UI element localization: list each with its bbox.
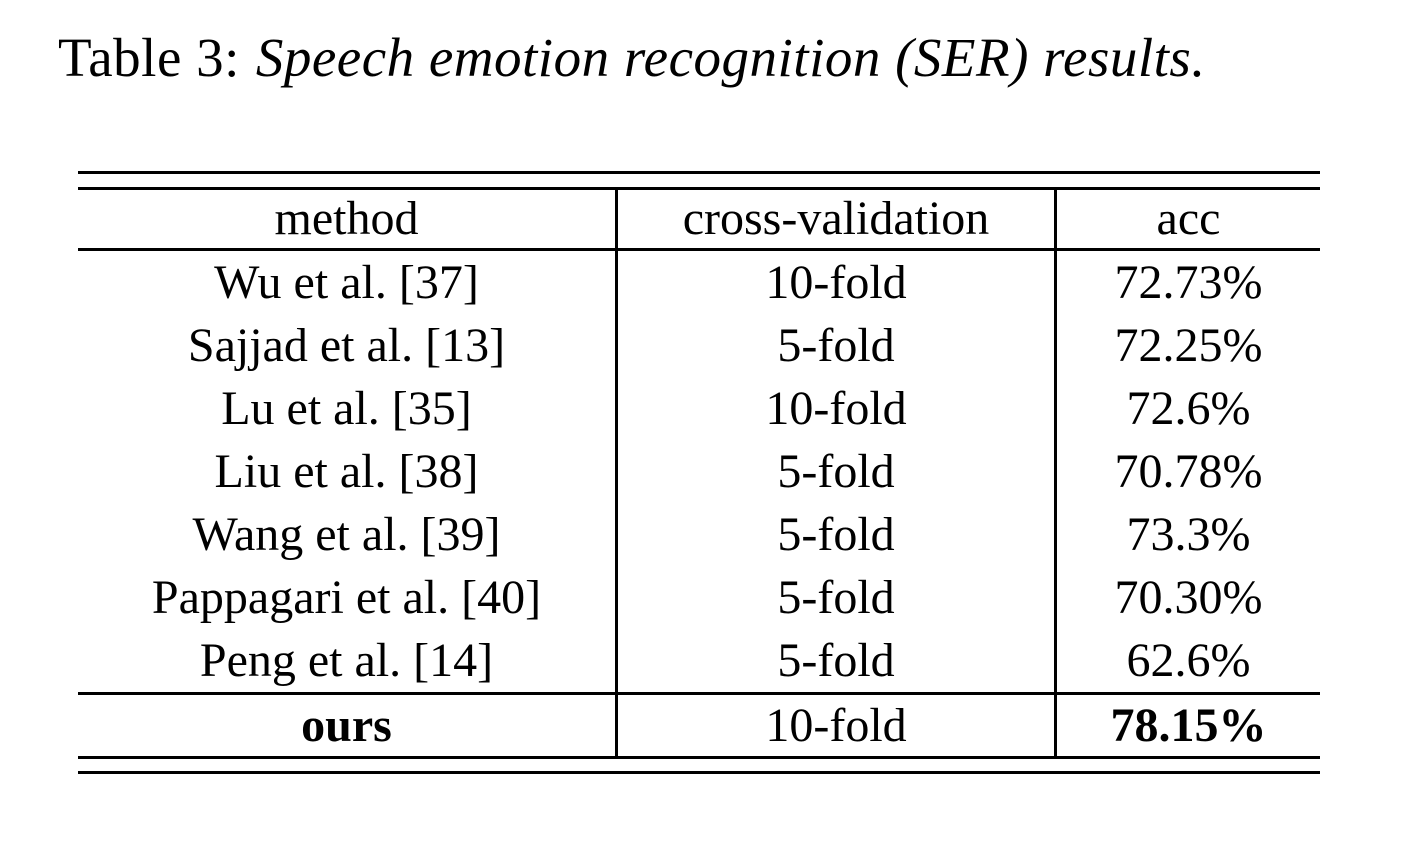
table-row: Sajjad et al. [13] 5-fold 72.25% — [78, 314, 1320, 377]
cv-cell-ours: 10-fold — [615, 695, 1054, 756]
acc-cell: 72.73% — [1054, 251, 1320, 314]
caption-text: Speech emotion recognition (SER) results… — [255, 27, 1206, 88]
cv-cell: 5-fold — [615, 314, 1054, 377]
table-row: Peng et al. [14] 5-fold 62.6% — [78, 629, 1320, 692]
top-rule-outer — [78, 171, 1320, 174]
results-table: method cross-validation acc Wu et al. [3… — [78, 171, 1320, 774]
acc-cell: 62.6% — [1054, 629, 1320, 692]
cv-cell: 5-fold — [615, 503, 1054, 566]
method-cell: Wu et al. [37] — [214, 255, 479, 309]
acc-cell-ours: 78.15% — [1054, 695, 1320, 756]
ours-row: ours 10-fold 78.15% — [78, 692, 1320, 756]
method-cell: Pappagari et al. [40] — [151, 570, 542, 624]
cv-cell: 5-fold — [615, 629, 1054, 692]
cv-cell: 5-fold — [615, 566, 1054, 629]
table-row: Wu et al. [37] 10-fold 72.73% — [78, 251, 1320, 314]
cv-cell: 10-fold — [615, 377, 1054, 440]
bottom-rule-gap — [78, 759, 1320, 771]
cv-cell: 5-fold — [615, 440, 1054, 503]
table-row: Pappagari et al. [40] 5-fold 70.30% — [78, 566, 1320, 629]
acc-cell: 70.78% — [1054, 440, 1320, 503]
caption-label: Table 3: — [58, 27, 240, 88]
header-row: method cross-validation acc — [78, 190, 1320, 251]
method-cell: Wang et al. [39] — [192, 507, 501, 561]
bottom-rule-outer — [78, 771, 1320, 774]
header-method: method — [274, 192, 419, 245]
method-cell: Peng et al. [14] — [199, 633, 494, 687]
header-cross-validation: cross-validation — [615, 190, 1054, 248]
method-cell: Sajjad et al. [13] — [187, 318, 506, 372]
acc-cell: 70.30% — [1054, 566, 1320, 629]
table-core: method cross-validation acc Wu et al. [3… — [78, 187, 1320, 759]
table-row: Lu et al. [35] 10-fold 72.6% — [78, 377, 1320, 440]
top-rule-gap — [78, 174, 1320, 187]
table-row: Liu et al. [38] 5-fold 70.78% — [78, 440, 1320, 503]
method-cell: Liu et al. [38] — [214, 444, 479, 498]
acc-cell: 72.25% — [1054, 314, 1320, 377]
table-row: Wang et al. [39] 5-fold 73.3% — [78, 503, 1320, 566]
cv-cell: 10-fold — [615, 251, 1054, 314]
method-cell-ours: ours — [301, 698, 392, 752]
header-acc: acc — [1054, 190, 1320, 248]
acc-cell: 72.6% — [1054, 377, 1320, 440]
table-caption: Table 3: Speech emotion recognition (SER)… — [58, 26, 1388, 89]
acc-cell: 73.3% — [1054, 503, 1320, 566]
method-cell: Lu et al. [35] — [221, 381, 472, 435]
